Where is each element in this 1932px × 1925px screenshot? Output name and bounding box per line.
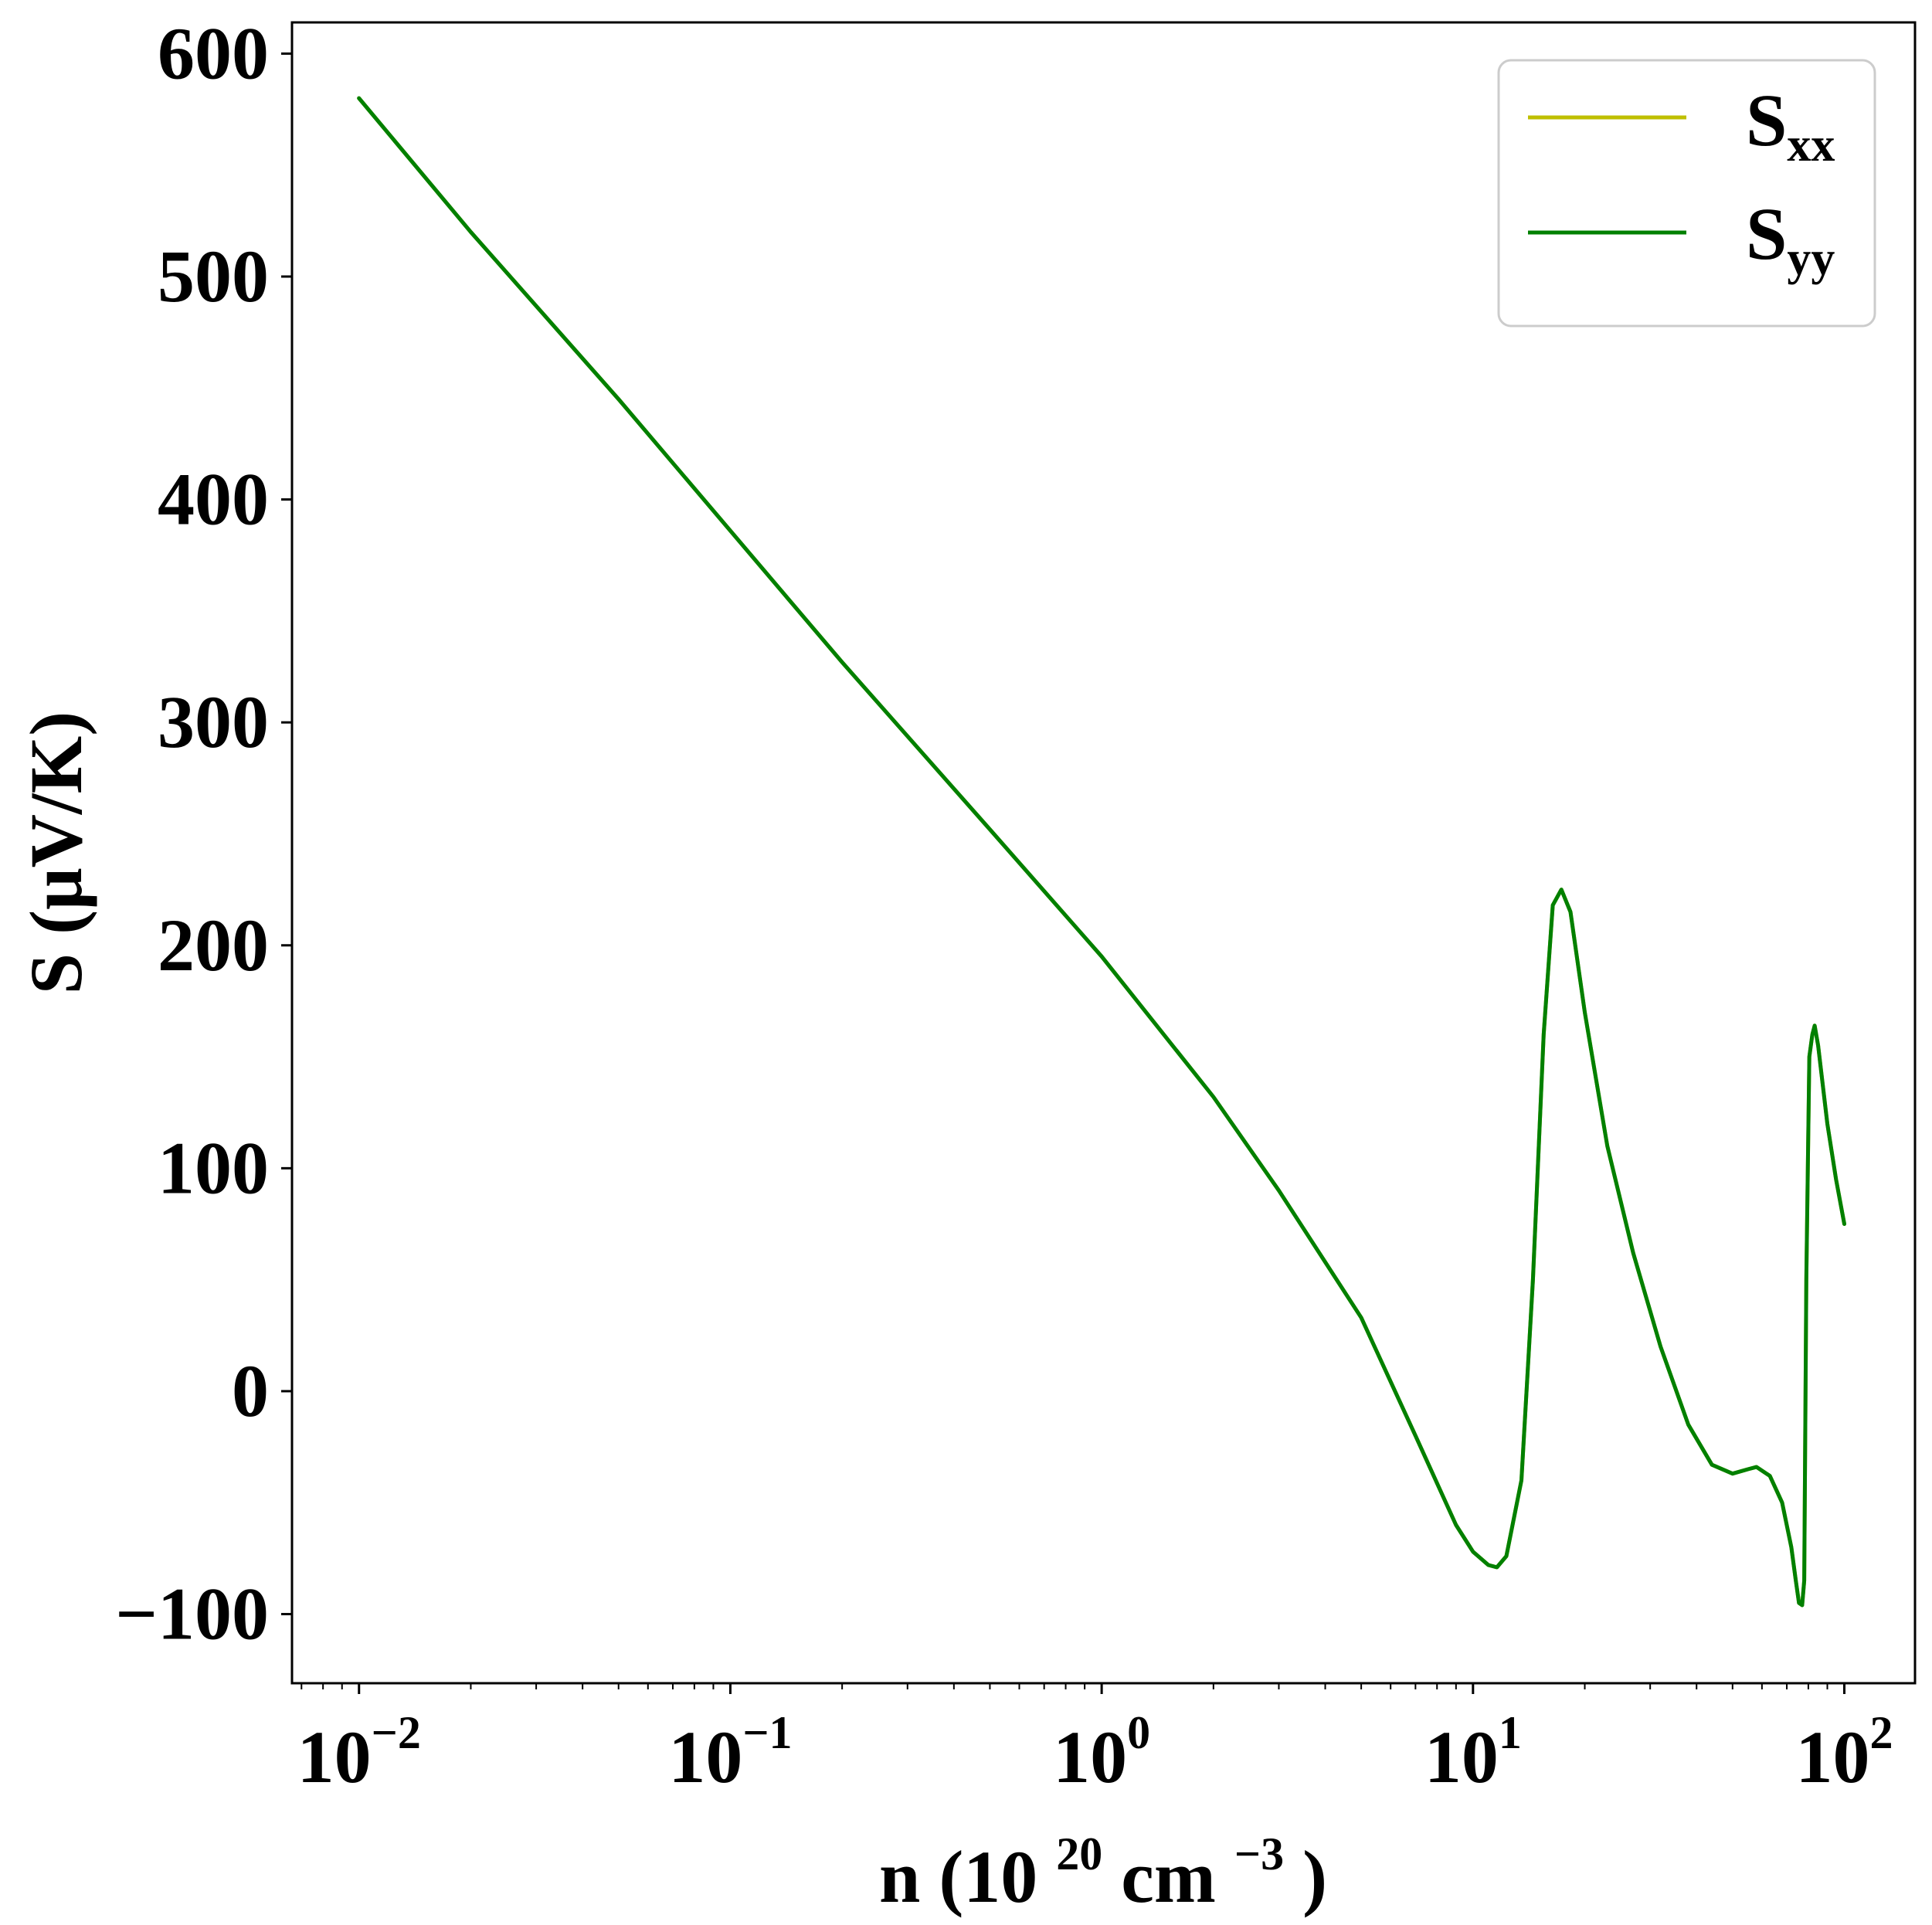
y-tick-label: 400 [158, 458, 269, 541]
x-tick-label-base: 10 [1053, 1716, 1127, 1798]
x-axis-label-main: n (10 [879, 1835, 1037, 1918]
y-axis-label: S (μV/K) [15, 711, 97, 994]
series-layer [357, 96, 1846, 1608]
y-axis-ticks: −100 0 100 200 300 400 500 600 [115, 12, 292, 1655]
legend-label-sxx: Sxx [1746, 79, 1835, 171]
y-tick-label: 600 [158, 12, 269, 94]
y-tick-label: 100 [158, 1126, 269, 1209]
legend-label-syy-sub: yy [1787, 233, 1835, 285]
legend-label-syy: Syy [1746, 192, 1835, 285]
x-axis-label-sup: 20 [1056, 1828, 1102, 1879]
x-tick-label-base: 10 [1424, 1716, 1499, 1798]
x-tick-label: 10−1 [668, 1707, 792, 1798]
x-tick-label-base: 10 [1796, 1716, 1870, 1798]
x-tick-label-exponent: 2 [1870, 1707, 1893, 1758]
legend: Sxx Syy [1497, 59, 1876, 328]
x-axis-label: n (10 20 cm −3 ) [879, 1803, 1327, 1918]
legend-label-sxx-sub: xx [1787, 119, 1835, 171]
legend-label-syy-main: S [1746, 192, 1787, 275]
x-tick-label-exponent: 1 [1499, 1707, 1522, 1758]
x-tick-label-exponent: −2 [372, 1707, 421, 1758]
x-axis-label-sup2: −3 [1234, 1828, 1284, 1879]
x-tick-label: 102 [1796, 1707, 1893, 1798]
y-tick-label: 300 [158, 681, 269, 763]
plot-frame [290, 21, 1917, 1685]
legend-box [1497, 59, 1876, 328]
x-tick-label-exponent: −1 [742, 1707, 792, 1758]
x-tick-label-exponent: 0 [1127, 1707, 1150, 1758]
y-tick-label: −100 [115, 1573, 269, 1655]
x-axis-label-end: ) [1302, 1835, 1327, 1918]
series-line-syy [357, 96, 1846, 1608]
x-tick-label: 100 [1053, 1707, 1150, 1798]
x-tick-label-base: 10 [297, 1716, 372, 1798]
x-tick-label: 10−2 [297, 1707, 421, 1798]
y-tick-label: 500 [158, 235, 269, 317]
x-tick-label: 101 [1424, 1707, 1522, 1798]
legend-label-sxx-main: S [1746, 79, 1787, 161]
y-tick-label: 0 [232, 1350, 269, 1432]
x-axis-minor-ticks [300, 1683, 1828, 1689]
x-tick-label-base: 10 [668, 1716, 742, 1798]
x-axis-ticks: 10−2 10−1 100 101 102 [297, 1683, 1893, 1798]
y-tick-label: 200 [158, 904, 269, 986]
x-axis-label-mid: cm [1121, 1835, 1216, 1918]
